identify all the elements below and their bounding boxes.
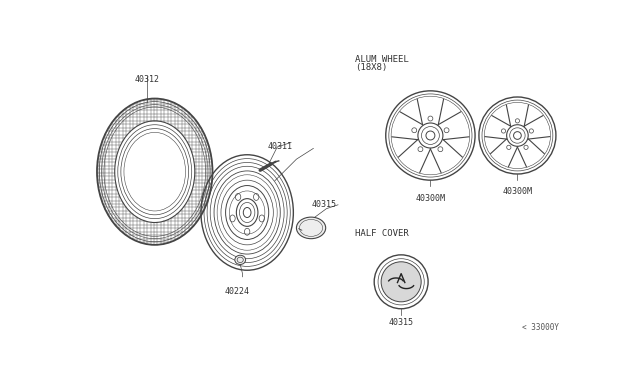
Text: (18X8): (18X8) (355, 63, 387, 72)
Text: ALUM WHEEL: ALUM WHEEL (355, 55, 409, 64)
Text: 40300M: 40300M (415, 194, 445, 203)
Ellipse shape (235, 255, 246, 264)
Text: 40300M: 40300M (502, 187, 532, 196)
Circle shape (381, 262, 421, 302)
Text: 40224: 40224 (225, 287, 250, 296)
Text: HALF COVER: HALF COVER (355, 230, 409, 238)
Text: 40315: 40315 (388, 318, 413, 327)
Text: 40312: 40312 (134, 76, 159, 84)
Text: 40315: 40315 (312, 200, 337, 209)
Text: < 33000Y: < 33000Y (522, 323, 559, 332)
Ellipse shape (296, 217, 326, 239)
Text: 40311: 40311 (268, 142, 292, 151)
